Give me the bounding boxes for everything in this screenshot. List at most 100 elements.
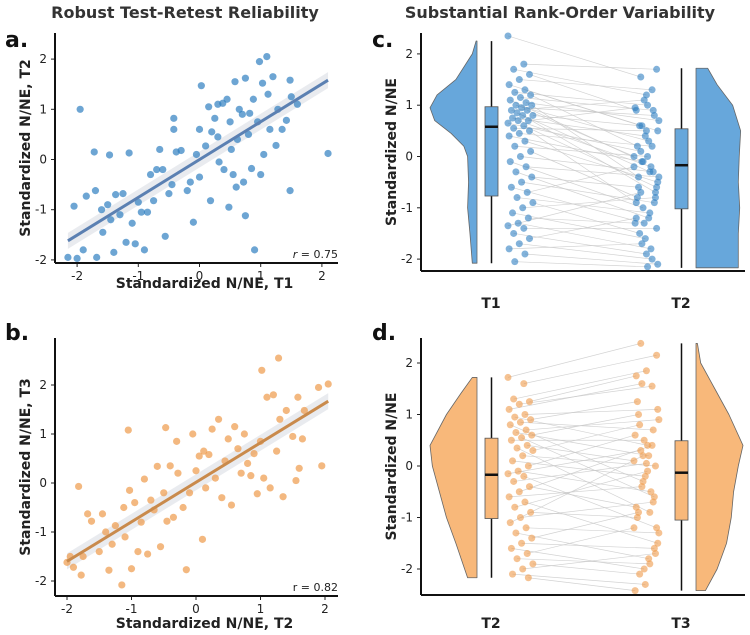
- pair-line: [526, 419, 659, 431]
- pair-line: [507, 343, 641, 378]
- point-T1: [507, 183, 515, 191]
- point-T2: [633, 194, 641, 202]
- data-point: [292, 476, 300, 485]
- y-tick-label: -2: [401, 562, 413, 576]
- category-label: T1: [481, 296, 500, 312]
- point-T3: [644, 467, 652, 475]
- point-T3: [635, 411, 643, 418]
- data-point: [208, 128, 216, 136]
- data-point: [140, 475, 148, 483]
- point-T2: [638, 240, 646, 248]
- point-T1: [522, 99, 530, 107]
- pair-line: [522, 115, 656, 193]
- point-T1: [525, 127, 533, 135]
- data-point: [99, 228, 107, 236]
- point-T3: [640, 436, 648, 444]
- pair-line: [512, 573, 646, 585]
- data-point: [104, 201, 112, 209]
- pair-line: [521, 107, 655, 116]
- point-T2: [504, 470, 512, 478]
- point-T1: [515, 129, 523, 137]
- pair-line: [516, 447, 650, 513]
- data-point: [232, 183, 240, 191]
- data-point: [183, 187, 191, 195]
- pair-line: [519, 385, 653, 405]
- point-T3: [636, 421, 644, 429]
- data-point: [134, 198, 142, 206]
- point-T2: [524, 574, 532, 582]
- point-T2: [527, 508, 535, 516]
- point-T1: [504, 222, 512, 230]
- data-point: [137, 518, 145, 526]
- data-point: [314, 383, 323, 392]
- pair-line: [519, 445, 653, 493]
- point-T2: [504, 373, 512, 381]
- point-T2: [520, 472, 528, 480]
- point-T2: [515, 400, 523, 408]
- point-T1: [516, 94, 524, 102]
- pair-line: [526, 527, 659, 534]
- point-T1: [504, 32, 512, 40]
- data-point: [122, 238, 130, 246]
- point-T2: [507, 544, 515, 552]
- point-T3: [631, 431, 639, 439]
- point-T3: [642, 459, 650, 467]
- point-T2: [635, 173, 643, 181]
- data-point: [258, 79, 267, 87]
- point-T1: [525, 235, 533, 243]
- point-T1: [527, 91, 535, 99]
- point-T3: [642, 367, 650, 375]
- data-point: [208, 425, 216, 433]
- pair-line: [513, 68, 647, 96]
- pair-line: [517, 197, 650, 214]
- violin-T3: [695, 343, 744, 592]
- data-point: [97, 206, 106, 214]
- y-tick-label: -2: [401, 252, 413, 266]
- point-T2: [632, 214, 640, 222]
- data-point: [177, 146, 185, 155]
- pair-line: [514, 416, 648, 446]
- data-point: [286, 187, 294, 195]
- pair-line: [507, 450, 641, 475]
- x-tick-label: -2: [71, 269, 83, 283]
- point-T3: [646, 508, 654, 516]
- data-point: [163, 517, 171, 525]
- point-T1: [520, 60, 528, 68]
- point-T2: [637, 188, 645, 196]
- x-tick-label: -2: [61, 602, 73, 616]
- y-tick-label: -1: [35, 525, 47, 539]
- pair-line: [521, 542, 655, 549]
- point-T1: [507, 106, 515, 114]
- point-T3: [654, 405, 662, 413]
- data-point: [246, 109, 254, 117]
- pair-line: [509, 135, 642, 162]
- point-T1: [527, 147, 535, 155]
- point-T2: [647, 245, 655, 253]
- data-point: [156, 543, 165, 551]
- panel-letter: a.: [5, 28, 28, 53]
- data-point: [324, 149, 332, 158]
- panel-a: a. -2 -1 0 1 2 Standardized N/NE, T2 -2 -1 0 1 2 Sta…: [5, 28, 338, 292]
- data-point: [244, 130, 253, 138]
- pair-line: [521, 437, 655, 498]
- pair-line: [515, 432, 649, 457]
- point-T2: [648, 86, 656, 94]
- pair-line: [517, 558, 650, 565]
- point-T2: [511, 503, 519, 511]
- pair-line: [527, 527, 635, 554]
- data-point: [223, 95, 231, 103]
- pair-line: [530, 401, 638, 420]
- pair-line: [512, 117, 646, 137]
- pair-line: [516, 112, 650, 173]
- x-axis-label: Standardized N/NE, T1: [116, 276, 294, 292]
- pair-line: [527, 166, 635, 193]
- point-T1: [513, 194, 521, 202]
- data-point: [237, 469, 245, 477]
- point-T2: [523, 550, 531, 558]
- point-T3: [638, 483, 646, 491]
- data-point: [195, 125, 204, 133]
- data-point: [255, 58, 264, 66]
- point-T2: [510, 477, 518, 485]
- point-T2: [513, 444, 521, 452]
- data-point: [225, 203, 233, 211]
